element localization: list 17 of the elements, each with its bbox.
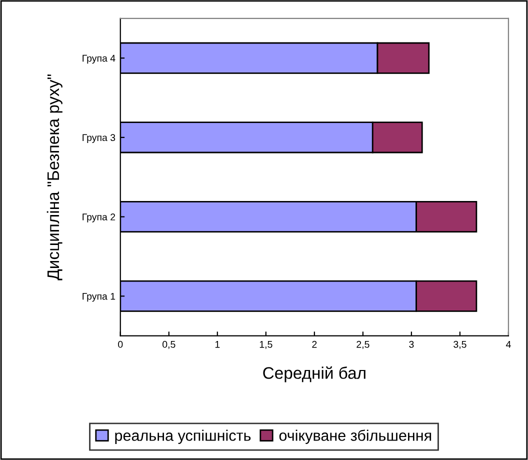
x-tick-label: 3 <box>409 340 414 348</box>
x-tick-label: 1 <box>215 341 220 348</box>
x-tick-label: 2 <box>312 340 317 348</box>
x-tick-label: 1,5 <box>260 341 272 349</box>
x-axis-title: Середній бал <box>263 366 366 382</box>
x-tick-label: 2,5 <box>356 340 370 349</box>
x-tick-label: 0,5 <box>162 340 176 349</box>
x-tick-label: 3,5 <box>454 340 466 349</box>
x-tick-label: 0 <box>118 340 123 348</box>
legend-label: очікуване збільшення <box>279 430 432 444</box>
y-tick-label: Група 2 <box>82 214 116 222</box>
legend-label: реальна успішність <box>115 430 251 444</box>
y-tick-label: Група 3 <box>82 134 116 143</box>
y-tick-label: Група 4 <box>82 54 116 64</box>
y-tick-label: Група 1 <box>82 292 116 302</box>
y-axis-title: Дисципліна "Безпека руху" <box>46 74 62 280</box>
x-tick-label: 4 <box>506 341 511 348</box>
